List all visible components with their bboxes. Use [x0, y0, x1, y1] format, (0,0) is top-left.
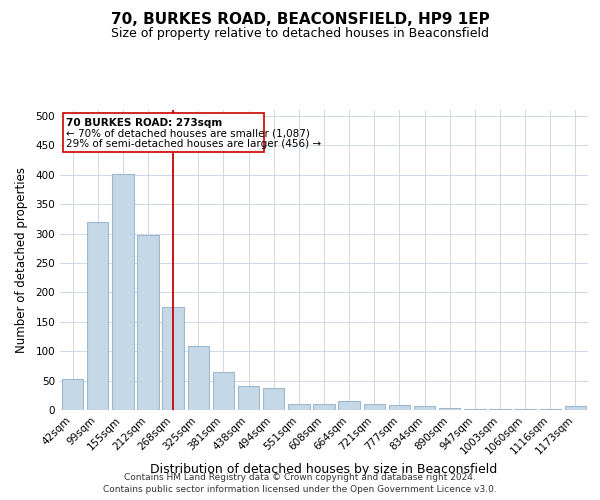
Bar	[464, 409, 485, 410]
Text: 70 BURKES ROAD: 273sqm: 70 BURKES ROAD: 273sqm	[66, 118, 223, 128]
Text: Contains public sector information licensed under the Open Government Licence v3: Contains public sector information licen…	[103, 485, 497, 494]
Bar	[565, 406, 586, 410]
Bar	[414, 406, 435, 410]
Bar	[112, 174, 134, 410]
X-axis label: Distribution of detached houses by size in Beaconsfield: Distribution of detached houses by size …	[151, 464, 497, 476]
Bar	[263, 388, 284, 410]
Bar	[313, 404, 335, 410]
Bar	[364, 404, 385, 410]
Bar	[238, 386, 259, 410]
Bar	[213, 372, 234, 410]
Bar	[188, 346, 209, 410]
Bar	[62, 380, 83, 410]
Bar	[137, 234, 158, 410]
Text: Contains HM Land Registry data © Crown copyright and database right 2024.: Contains HM Land Registry data © Crown c…	[124, 472, 476, 482]
Text: ← 70% of detached houses are smaller (1,087): ← 70% of detached houses are smaller (1,…	[66, 128, 310, 138]
Bar	[62, 113, 263, 152]
Bar	[389, 404, 410, 410]
Bar	[288, 404, 310, 410]
Y-axis label: Number of detached properties: Number of detached properties	[16, 167, 28, 353]
Text: 70, BURKES ROAD, BEACONSFIELD, HP9 1EP: 70, BURKES ROAD, BEACONSFIELD, HP9 1EP	[110, 12, 490, 28]
Bar	[87, 222, 109, 410]
Bar	[163, 307, 184, 410]
Text: 29% of semi-detached houses are larger (456) →: 29% of semi-detached houses are larger (…	[66, 139, 322, 149]
Bar	[439, 408, 460, 410]
Bar	[338, 401, 360, 410]
Text: Size of property relative to detached houses in Beaconsfield: Size of property relative to detached ho…	[111, 28, 489, 40]
